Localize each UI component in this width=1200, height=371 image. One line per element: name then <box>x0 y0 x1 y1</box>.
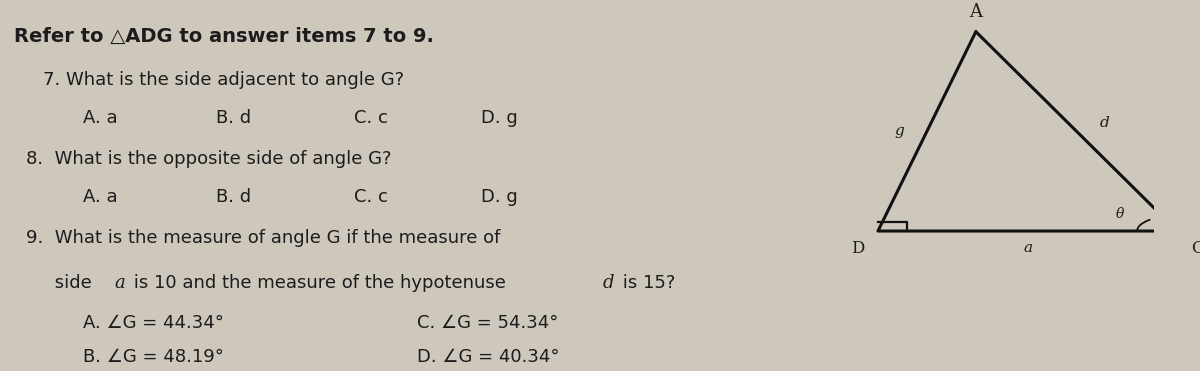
Text: B. d: B. d <box>216 188 251 206</box>
Text: 8.  What is the opposite side of angle G?: 8. What is the opposite side of angle G? <box>26 150 391 168</box>
Text: D. g: D. g <box>481 109 517 127</box>
Text: d: d <box>1099 116 1109 130</box>
Text: is 15?: is 15? <box>617 274 676 292</box>
Text: a: a <box>1024 242 1032 255</box>
Text: C. c: C. c <box>354 188 388 206</box>
Text: C. c: C. c <box>354 109 388 127</box>
Text: A. a: A. a <box>83 188 118 206</box>
Text: D. g: D. g <box>481 188 517 206</box>
Text: D: D <box>851 240 864 257</box>
Text: 7. What is the side adjacent to angle G?: 7. What is the side adjacent to angle G? <box>43 71 404 89</box>
Text: θ: θ <box>1116 207 1124 221</box>
Text: B. ∠G = 48.19°: B. ∠G = 48.19° <box>83 348 224 366</box>
Text: G: G <box>1192 240 1200 257</box>
Text: B. d: B. d <box>216 109 251 127</box>
Text: D. ∠G = 40.34°: D. ∠G = 40.34° <box>418 348 560 366</box>
Text: side: side <box>26 274 97 292</box>
Text: A. a: A. a <box>83 109 118 127</box>
Text: d: d <box>602 274 614 292</box>
Text: A. ∠G = 44.34°: A. ∠G = 44.34° <box>83 313 224 332</box>
Text: Refer to △ADG to answer items 7 to 9.: Refer to △ADG to answer items 7 to 9. <box>14 26 434 46</box>
Text: 9.  What is the measure of angle G if the measure of: 9. What is the measure of angle G if the… <box>26 229 500 247</box>
Text: g: g <box>894 124 904 138</box>
Text: A: A <box>970 3 983 22</box>
Text: C. ∠G = 54.34°: C. ∠G = 54.34° <box>418 313 559 332</box>
Text: is 10 and the measure of the hypotenuse: is 10 and the measure of the hypotenuse <box>127 274 511 292</box>
Text: a: a <box>114 274 125 292</box>
